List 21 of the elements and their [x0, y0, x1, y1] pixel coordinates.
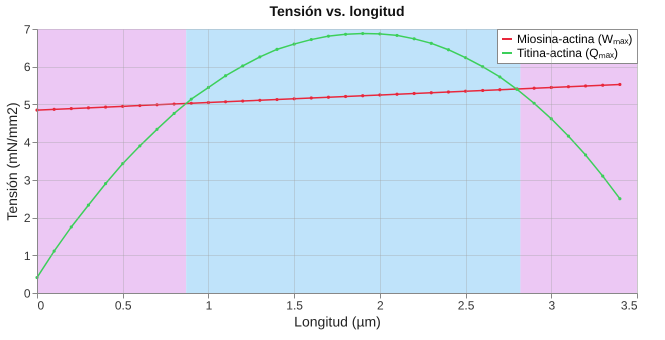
x-tick-label: 1 — [206, 298, 213, 312]
y-tick-label: 3 — [24, 173, 31, 188]
x-tick-label: 1.5 — [286, 298, 304, 312]
y-axis-title: Tensión (mN/mm2) — [4, 102, 20, 221]
x-tick-label: 0 — [38, 298, 44, 312]
y-tick-label: 7 — [24, 22, 31, 36]
y-tick-label: 6 — [24, 60, 31, 74]
x-tick-label: 3 — [548, 298, 556, 312]
legend-label: Miosina-actina (Wₘₐₓ) — [517, 32, 632, 46]
chart-title: Tensión vs. longitud — [269, 3, 405, 19]
x-tick-label: 2.5 — [458, 298, 475, 312]
y-tick-label: 1 — [24, 248, 31, 263]
y-tick-label: 5 — [24, 98, 31, 112]
x-tick-label: 3.5 — [620, 298, 638, 312]
x-tick-label: 0.5 — [114, 298, 132, 312]
x-tick-label: 2 — [377, 298, 384, 312]
legend-label: Titina-actina (Qₘₐₓ) — [517, 46, 618, 60]
y-tick-label: 4 — [24, 136, 31, 150]
y-tick-label: 0 — [24, 286, 31, 300]
y-tick-label: 2 — [24, 211, 31, 226]
x-axis-title: Longitud (µm) — [294, 314, 381, 330]
